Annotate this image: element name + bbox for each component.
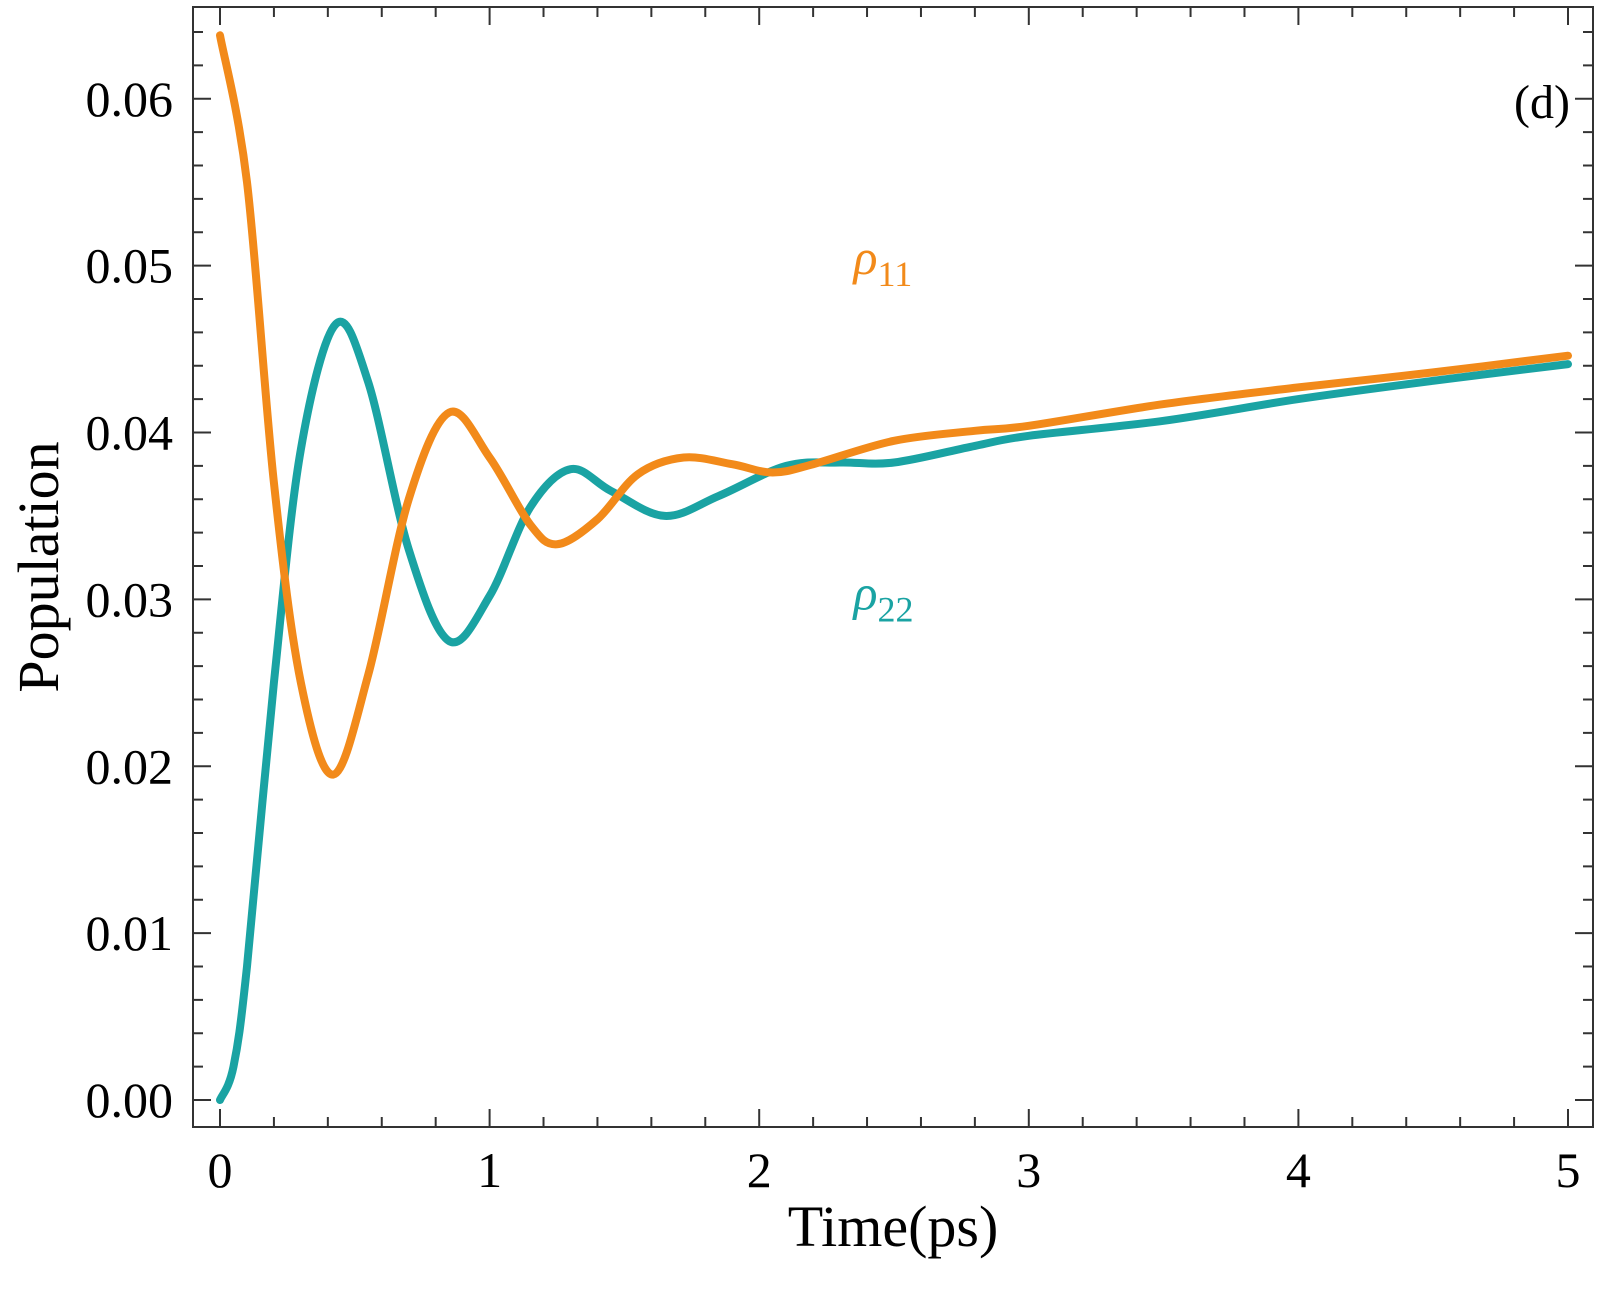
- y-tick-label: 0.01: [86, 905, 174, 961]
- plot-frame: [192, 6, 1594, 1128]
- y-tick-label: 0.04: [86, 405, 174, 461]
- x-axis-title: Time(ps): [788, 1194, 999, 1259]
- series-label-rho11-symbol: ρ: [852, 229, 878, 285]
- y-tick-label: 0.03: [86, 571, 174, 627]
- y-tick-label: 0.05: [86, 238, 174, 294]
- y-axis-title: Population: [6, 441, 71, 692]
- x-tick-label: 2: [747, 1142, 772, 1198]
- series-label-rho22-subscript: 22: [878, 589, 914, 629]
- x-tick-label: 5: [1556, 1142, 1581, 1198]
- labels-layer: 0 1 2 3 4 5 0.00 0.01 0.02 0.03 0.04 0.05 0.06: [86, 71, 1581, 1198]
- series-label-rho22-symbol: ρ: [852, 564, 878, 620]
- x-tick-label: 4: [1286, 1142, 1311, 1198]
- x-tick-label: 3: [1016, 1142, 1041, 1198]
- y-tick-label: 0.06: [86, 71, 174, 127]
- series-layer: [216, 31, 1572, 1104]
- y-tick-label: 0.02: [86, 738, 174, 794]
- series-label-rho11: ρ11: [852, 229, 913, 294]
- series-line-rho11: [216, 31, 1572, 779]
- y-tick-label: 0.00: [86, 1072, 174, 1128]
- x-tick-label: 1: [477, 1142, 502, 1198]
- ticks-layer: [193, 7, 1593, 1127]
- x-tick-label: 0: [208, 1142, 233, 1198]
- series-label-rho11-subscript: 11: [878, 254, 913, 294]
- series-line-rho22: [216, 317, 1572, 1104]
- panel-label: (d): [1514, 76, 1570, 129]
- series-label-rho22: ρ22: [852, 564, 914, 629]
